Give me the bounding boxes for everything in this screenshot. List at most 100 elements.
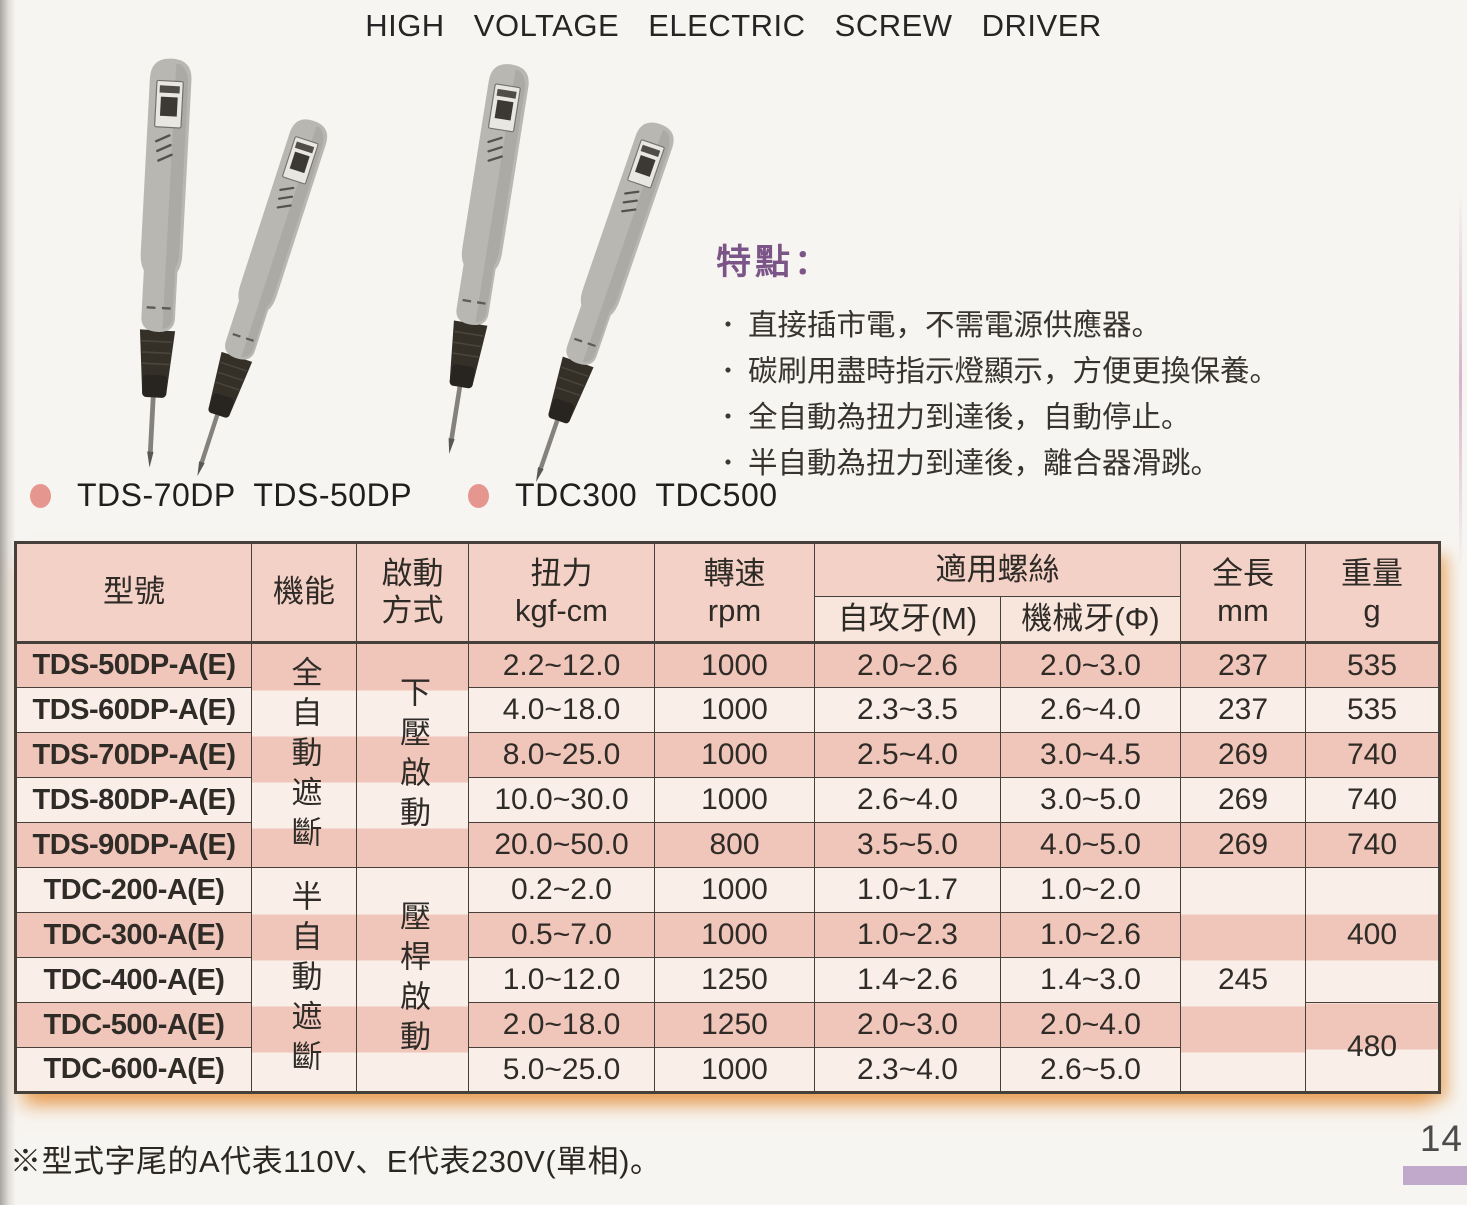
product-labels-row: TDS-70DP TDS-50DP TDC300 TDC500	[30, 477, 778, 514]
cell-machine: 1.4~3.0	[1000, 957, 1181, 1003]
cell-weight: 740	[1305, 777, 1440, 823]
cell-model: TDS-70DP-A(E)	[15, 732, 252, 778]
cell-torque: 1.0~12.0	[468, 957, 655, 1003]
product-photos	[128, 56, 680, 490]
bullet-icon: ・	[716, 450, 740, 477]
speed-label: 轉速	[703, 555, 766, 591]
bullet-icon: ・	[716, 358, 740, 385]
cell-rpm: 1000	[654, 912, 815, 958]
cell-model: TDC-500-A(E)	[15, 1002, 252, 1048]
cell-rpm: 1250	[654, 1002, 815, 1048]
col-header-function: 機能	[251, 542, 357, 643]
col-header-speed: 轉速 rpm	[654, 542, 815, 643]
feature-text: 半自動為扭力到達後，離合器滑跳。	[748, 447, 1221, 480]
feature-text: 全自動為扭力到達後，自動停止。	[748, 401, 1191, 434]
cell-model: TDC-300-A(E)	[15, 912, 252, 958]
bullet-icon: ・	[716, 312, 740, 339]
cell-self-tapping: 2.0~3.0	[814, 1002, 1001, 1048]
cell-self-tapping: 2.5~4.0	[814, 732, 1001, 778]
feature-item: ・全自動為扭力到達後，自動停止。	[716, 395, 1456, 441]
cell-model: TDC-200-A(E)	[15, 867, 252, 913]
product-photo-3	[429, 60, 533, 459]
cell-model: TDS-60DP-A(E)	[15, 687, 252, 733]
product-photo-1	[128, 56, 194, 471]
cell-self-tapping: 2.6~4.0	[814, 777, 1001, 823]
col-header-length: 全長 mm	[1180, 542, 1306, 643]
col-header-weight: 重量 g	[1305, 542, 1440, 643]
cell-self-tapping: 1.0~2.3	[814, 912, 1001, 958]
cell-model: TDC-600-A(E)	[15, 1047, 252, 1093]
cell-torque: 2.2~12.0	[468, 642, 655, 688]
bullet-dot-icon	[468, 483, 490, 508]
weight-unit: g	[1363, 592, 1381, 628]
col-header-machine-thread: 機械牙(Φ)	[1000, 596, 1181, 643]
cell-torque: 10.0~30.0	[468, 777, 655, 823]
cell-self-tapping: 1.0~1.7	[814, 867, 1001, 913]
cell-self-tapping: 1.4~2.6	[814, 957, 1001, 1003]
cell-torque: 8.0~25.0	[468, 732, 655, 778]
spec-table-wrap: 型號 機能 啟動 方式 扭力 kgf-cm 轉速 rpm 適用螺絲	[14, 541, 1441, 1094]
cell-start-mode-tds: 下壓啟動	[356, 642, 469, 868]
cell-torque: 2.0~18.0	[468, 1002, 655, 1048]
col-header-start-mode: 啟動 方式	[356, 542, 469, 643]
cell-rpm: 1000	[654, 867, 815, 913]
torque-unit: kgf-cm	[515, 592, 608, 628]
cell-machine: 4.0~5.0	[1000, 822, 1181, 868]
features-heading: 特點：	[716, 243, 834, 282]
cell-function-tds: 全自動遮斷	[251, 642, 357, 868]
cell-rpm: 1000	[654, 777, 815, 823]
col-header-model: 型號	[15, 542, 252, 643]
col-header-screw-group: 適用螺絲	[814, 542, 1181, 597]
table-row: TDS-60DP-A(E) 4.0~18.0 1000 2.3~3.5 2.6~…	[15, 687, 1440, 733]
footnote: ※型式字尾的A代表110V、E代表230V(單相)。	[10, 1144, 662, 1179]
length-unit: mm	[1217, 592, 1269, 628]
cell-torque: 5.0~25.0	[468, 1047, 655, 1093]
start-mode-line1: 啟動	[381, 555, 444, 591]
cell-weight: 740	[1305, 732, 1440, 778]
page-number: 14	[1419, 1118, 1463, 1159]
cell-machine: 2.6~5.0	[1000, 1047, 1181, 1093]
table-row: TDC-200-A(E) 半自動遮斷 壓桿啟動 0.2~2.0 1000 1.0…	[15, 867, 1440, 1093]
cell-model: TDS-80DP-A(E)	[15, 777, 252, 823]
corner-bar	[1403, 1166, 1467, 1185]
cell-machine: 2.0~4.0	[1000, 1002, 1181, 1048]
cell-model: TDS-90DP-A(E)	[15, 822, 252, 868]
speed-unit: rpm	[707, 592, 762, 628]
cell-weight: 535	[1305, 687, 1440, 733]
cell-machine: 3.0~4.5	[1000, 732, 1181, 778]
cell-machine: 2.0~3.0	[1000, 642, 1181, 688]
feature-item: ・碳刷用盡時指示燈顯示，方便更換保養。	[716, 349, 1456, 395]
feature-item: ・直接插市電，不需電源供應器。	[716, 303, 1456, 349]
torque-label: 扭力	[530, 555, 593, 591]
table-row: TDC-400-A(E) 1.0~12.0 1250 1.4~2.6 1.4~3…	[15, 957, 1440, 1003]
features-section: 特點： ・直接插市電，不需電源供應器。 ・碳刷用盡時指示燈顯示，方便更換保養。 …	[716, 234, 1456, 487]
start-mode-line2: 方式	[381, 592, 444, 628]
feature-text: 碳刷用盡時指示燈顯示，方便更換保養。	[748, 355, 1280, 388]
scan-edge-shadow	[0, 0, 16, 1205]
col-header-self-tapping: 自攻牙(M)	[814, 596, 1001, 643]
page-title: HIGH VOLTAGE ELECTRIC SCREW DRIVER	[365, 8, 1102, 43]
cell-length: 269	[1180, 732, 1306, 778]
cell-machine: 1.0~2.6	[1000, 912, 1181, 958]
page-crease	[1459, 190, 1462, 570]
cell-length: 269	[1180, 777, 1306, 823]
cell-length-merged: 245	[1180, 867, 1306, 1093]
cell-rpm: 1000	[654, 732, 815, 778]
cell-function-tdc: 半自動遮斷	[251, 867, 357, 1093]
table-row: TDS-70DP-A(E) 8.0~25.0 1000 2.5~4.0 3.0~…	[15, 732, 1440, 778]
product-group-label-tds: TDS-70DP TDS-50DP	[77, 477, 413, 513]
cell-machine: 2.6~4.0	[1000, 687, 1181, 733]
col-header-torque: 扭力 kgf-cm	[468, 542, 655, 643]
cell-rpm: 1000	[654, 642, 815, 688]
cell-rpm: 800	[654, 822, 815, 868]
product-photo-4	[517, 116, 680, 490]
cell-rpm: 1000	[654, 687, 815, 733]
cell-torque: 0.5~7.0	[468, 912, 655, 958]
cell-self-tapping: 3.5~5.0	[814, 822, 1001, 868]
weight-label: 重量	[1341, 555, 1403, 591]
spec-table: 型號 機能 啟動 方式 扭力 kgf-cm 轉速 rpm 適用螺絲	[14, 541, 1441, 1094]
cell-rpm: 1250	[654, 957, 815, 1003]
cell-start-mode-tdc: 壓桿啟動	[356, 867, 469, 1093]
length-label: 全長	[1212, 555, 1274, 591]
